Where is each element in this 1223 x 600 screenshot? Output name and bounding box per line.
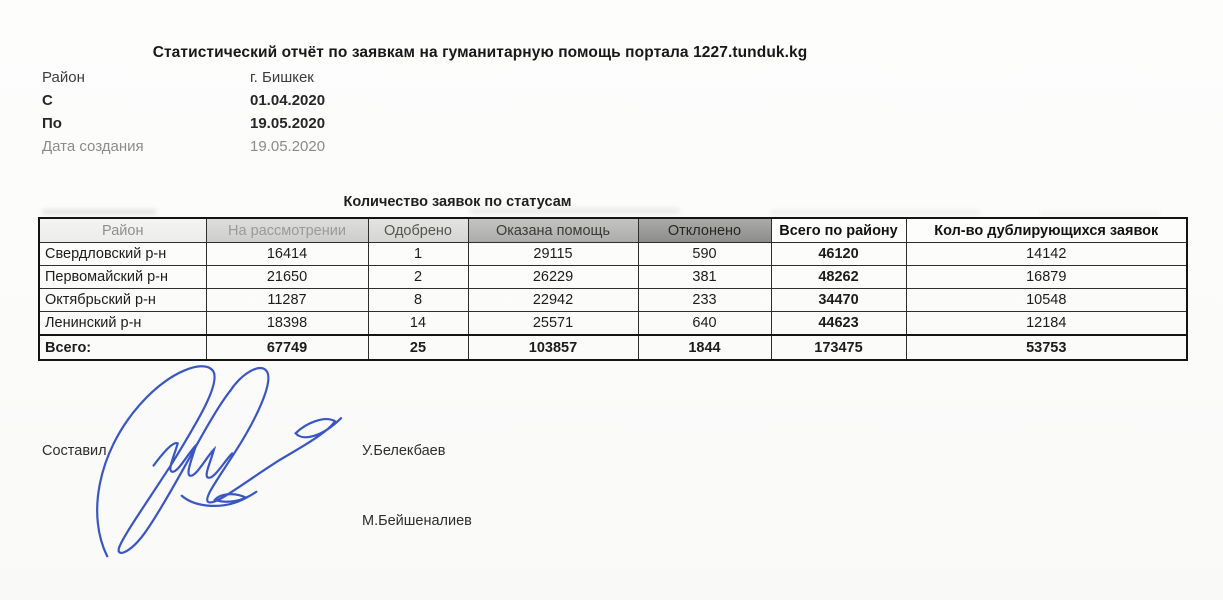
cell-duplicates: 14142 (905, 242, 1188, 266)
cell-district-total: 46120 (770, 242, 907, 266)
meta-label: Район (42, 69, 85, 86)
meta-value: 19.05.2020 (250, 138, 326, 155)
table-title: Количество заявок по статусам (343, 194, 572, 210)
cell-total-approved: 25 (367, 334, 469, 361)
meta-row-district: Район г. Бишкек (42, 66, 325, 89)
cell-district-total: 44623 (770, 311, 907, 336)
table-row: Первомайский р-н 21650 2 26229 381 48262… (38, 265, 1188, 289)
cell-aid-given: 22942 (467, 288, 639, 312)
cell-rejected: 233 (637, 288, 772, 312)
cell-district: Октябрьский р-н (38, 288, 207, 312)
scan-smudge (470, 208, 680, 214)
signer-name-2: М.Бейшеналиев (362, 513, 472, 529)
meta-value: г. Бишкек (250, 69, 314, 86)
cell-in-review: 16414 (205, 242, 369, 266)
report-title: Статистический отчёт по заявкам на гуман… (152, 44, 808, 61)
cell-in-review: 11287 (205, 288, 369, 312)
meta-label: По (42, 115, 62, 132)
meta-label: Дата создания (42, 138, 144, 155)
cell-duplicates: 10548 (905, 288, 1188, 312)
cell-approved: 8 (367, 288, 469, 312)
table-row: Свердловский р-н 16414 1 29115 590 46120… (38, 242, 1188, 266)
column-header-aid-given: Оказана помощь (467, 217, 639, 243)
header-row: Район На рассмотрении Одобрено Оказана п… (38, 217, 1188, 243)
meta-block: Район г. Бишкек С 01.04.2020 По 19.05.20… (42, 66, 325, 158)
scan-smudge (42, 209, 157, 215)
cell-aid-given: 26229 (467, 265, 639, 289)
scan-smudge (770, 210, 980, 215)
table-row: Ленинский р-н 18398 14 25571 640 44623 1… (38, 311, 1188, 336)
cell-duplicates: 12184 (905, 311, 1188, 336)
cell-district-total: 48262 (770, 265, 907, 289)
meta-value: 01.04.2020 (250, 92, 326, 109)
column-header-district-total: Всего по району (770, 217, 907, 243)
meta-row-date-to: По 19.05.2020 (42, 112, 325, 135)
column-header-district: Район (38, 217, 207, 243)
column-header-in-review: На рассмотрении (205, 217, 369, 243)
column-header-rejected: Отклонено (637, 217, 772, 243)
scan-smudge (1040, 212, 1160, 216)
cell-total-rejected: 1844 (637, 334, 772, 361)
cell-total-label: Всего: (38, 334, 207, 361)
cell-approved: 2 (367, 265, 469, 289)
signer-name-1: У.Белекбаев (362, 443, 446, 459)
table-row: Октябрьский р-н 11287 8 22942 233 34470 … (38, 288, 1188, 312)
cell-total-in-review: 67749 (205, 334, 369, 361)
status-table: Район На рассмотрении Одобрено Оказана п… (38, 217, 1188, 361)
cell-rejected: 590 (637, 242, 772, 266)
handwritten-signature-icon (96, 365, 343, 558)
cell-aid-given: 25571 (467, 311, 639, 336)
cell-duplicates: 16879 (905, 265, 1188, 289)
cell-rejected: 381 (637, 265, 772, 289)
column-header-duplicates: Кол-во дублирующихся заявок (905, 217, 1188, 243)
cell-district: Первомайский р-н (38, 265, 207, 289)
total-row: Всего: 67749 25 103857 1844 173475 53753 (38, 334, 1188, 361)
meta-row-created: Дата создания 19.05.2020 (42, 135, 325, 158)
cell-total-district-total: 173475 (770, 334, 907, 361)
column-header-approved: Одобрено (367, 217, 469, 243)
cell-aid-given: 29115 (467, 242, 639, 266)
prepared-by-label: Составил (42, 443, 107, 459)
meta-value: 19.05.2020 (250, 115, 326, 132)
cell-approved: 1 (367, 242, 469, 266)
cell-in-review: 21650 (205, 265, 369, 289)
cell-district: Свердловский р-н (38, 242, 207, 266)
cell-in-review: 18398 (205, 311, 369, 336)
meta-row-date-from: С 01.04.2020 (42, 89, 325, 112)
meta-label: С (42, 92, 53, 109)
cell-rejected: 640 (637, 311, 772, 336)
cell-total-duplicates: 53753 (905, 334, 1188, 361)
cell-district-total: 34470 (770, 288, 907, 312)
cell-total-aid-given: 103857 (467, 334, 639, 361)
cell-approved: 14 (367, 311, 469, 336)
cell-district: Ленинский р-н (38, 311, 207, 336)
